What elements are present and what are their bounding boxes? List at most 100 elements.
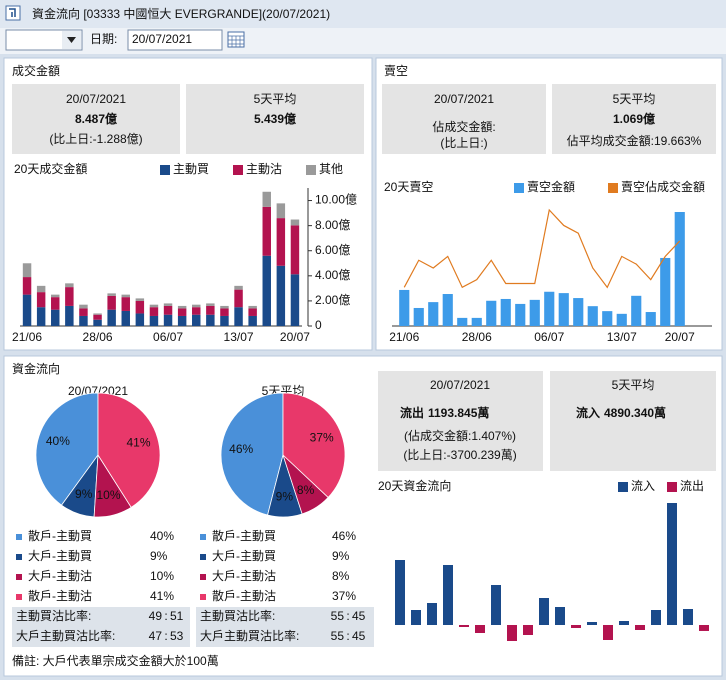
flow-change: (比上日:-3700.239萬)	[403, 448, 516, 462]
pie-slice	[35, 392, 99, 506]
bar-segment	[248, 315, 257, 326]
bar	[442, 294, 453, 326]
bar-segment	[290, 225, 300, 275]
flow-amount: 1193.845萬	[428, 405, 489, 420]
bar-segment	[121, 297, 130, 311]
legend-label: 流入	[631, 479, 655, 493]
bar-segment	[149, 307, 159, 316]
x-tick-label: 28/06	[83, 330, 113, 344]
bar	[616, 313, 627, 326]
bar-segment	[177, 315, 187, 326]
legend-label: 流出	[680, 479, 704, 493]
legend-value: 37%	[332, 589, 356, 603]
bar-segment	[36, 285, 46, 293]
bar	[619, 621, 629, 625]
info-box	[550, 371, 716, 471]
pie-slice	[220, 392, 284, 516]
info-box	[552, 84, 716, 154]
box-label: 5天平均	[613, 92, 656, 106]
bar-segment	[220, 308, 229, 316]
bar	[587, 622, 597, 625]
legend-swatch	[514, 183, 524, 193]
bar-segment	[262, 255, 271, 326]
bar-segment	[177, 308, 187, 316]
date-input[interactable]	[127, 29, 223, 51]
legend-label: 散戶-主動買	[212, 528, 276, 543]
bar-segment	[93, 313, 102, 315]
x-tick-label: 28/06	[462, 330, 492, 344]
bar	[587, 306, 598, 326]
y-tick-label: 6.00億	[315, 243, 350, 257]
legend-value: 8%	[332, 569, 350, 583]
bar-segment	[234, 289, 243, 308]
bar-segment	[65, 287, 74, 306]
bar	[555, 607, 565, 625]
bar	[428, 302, 439, 326]
info-box	[378, 371, 543, 471]
bar	[491, 585, 501, 625]
bar	[523, 625, 533, 635]
short-average-ratio: 佔平均成交金額:19.663%	[567, 133, 702, 148]
flow-ratio: (佔成交金額:1.407%)	[404, 428, 516, 443]
bar-segment	[79, 308, 88, 316]
x-tick-label: 21/06	[12, 330, 42, 344]
y-tick-label: 10.00億	[315, 193, 357, 207]
bar-segment	[107, 293, 116, 296]
box-label: 5天平均	[612, 378, 655, 392]
bar-segment	[248, 305, 257, 309]
bar	[459, 625, 469, 627]
bar-segment	[248, 308, 257, 316]
bar-segment	[135, 313, 145, 326]
ratio-buy: 49	[149, 609, 163, 623]
bar-segment	[234, 307, 243, 326]
bar-segment	[121, 310, 130, 326]
bar-segment	[220, 315, 229, 326]
ratio-separator: :	[164, 629, 167, 643]
bar	[573, 298, 584, 326]
bar	[427, 603, 437, 625]
legend-label: 大戶-主動買	[212, 549, 276, 563]
chart-title: 20天成交金額	[14, 161, 87, 176]
bar-segment	[206, 303, 215, 306]
bar	[515, 303, 526, 326]
bar	[645, 312, 656, 326]
bar-segment	[177, 305, 187, 309]
ratio-sell: 51	[170, 609, 184, 623]
ratio-line	[403, 208, 681, 289]
slice-label: 10%	[96, 488, 120, 502]
bar	[539, 598, 549, 625]
bar	[660, 257, 671, 326]
info-box	[12, 84, 180, 154]
slice-label: 40%	[46, 434, 70, 448]
y-tick-label: 2.00億	[315, 293, 350, 307]
bar-segment	[51, 294, 60, 298]
section-title: 資金流向	[12, 361, 60, 376]
pie-slice	[97, 392, 161, 508]
bar-segment	[22, 263, 32, 278]
x-tick-label: 20/07	[665, 330, 695, 344]
bar	[443, 565, 453, 625]
legend-label: 主動沽	[246, 162, 282, 176]
bar	[631, 295, 642, 326]
bar-segment	[163, 305, 173, 315]
ratio-row	[196, 607, 374, 627]
ratio-buy: 55	[331, 609, 345, 623]
bar	[602, 311, 613, 326]
legend-label: 主動買	[173, 162, 209, 176]
legend-value: 41%	[150, 589, 174, 603]
bar	[683, 609, 693, 625]
legend-marker	[200, 534, 206, 540]
x-tick-label: 13/07	[224, 330, 254, 344]
legend-label: 大戶-主動沽	[212, 569, 276, 583]
legend-marker	[16, 534, 22, 540]
bar-segment	[135, 300, 145, 314]
box-date: 20/07/2021	[66, 92, 126, 106]
bar-segment	[107, 295, 116, 310]
legend-marker	[16, 574, 22, 580]
y-tick-label: 0	[315, 318, 322, 332]
info-box	[382, 84, 546, 154]
bar-segment	[276, 265, 286, 326]
turnover-value: 8.487億	[75, 111, 117, 126]
app-icon	[5, 5, 21, 21]
